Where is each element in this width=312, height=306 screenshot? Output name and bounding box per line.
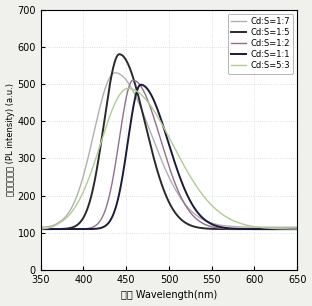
Cd:S=1:5 <box>118 52 121 56</box>
Cd:S=5:3 <box>263 226 266 230</box>
Cd:S=5:3 <box>39 227 42 231</box>
Cd:S=5:3 <box>295 227 299 231</box>
Cd:S=5:3 <box>126 87 130 90</box>
Cd:S=1:7 <box>137 102 141 106</box>
Cd:S=1:5 <box>137 97 141 101</box>
Cd:S=1:1 <box>295 227 299 231</box>
Cd:S=1:5 <box>68 226 72 230</box>
Cd:S=1:5 <box>83 212 87 216</box>
Cd:S=1:2 <box>290 227 294 231</box>
Cd:S=5:3 <box>68 212 72 216</box>
Cd:S=1:7 <box>68 209 72 212</box>
Cd:S=1:1 <box>290 227 294 231</box>
Cd:S=1:2 <box>295 227 299 231</box>
Cd:S=1:1 <box>137 84 141 88</box>
Cd:S=5:3 <box>137 91 141 95</box>
Cd:S=1:7 <box>39 225 42 229</box>
Cd:S=5:3 <box>149 103 152 107</box>
Cd:S=1:1 <box>39 227 42 231</box>
Cd:S=1:7 <box>149 130 152 133</box>
Legend: Cd:S=1:7, Cd:S=1:5, Cd:S=1:2, Cd:S=1:1, Cd:S=5:3: Cd:S=1:7, Cd:S=1:5, Cd:S=1:2, Cd:S=1:1, … <box>227 14 293 74</box>
X-axis label: 波长 Wavelength(nm): 波长 Wavelength(nm) <box>121 290 217 300</box>
Cd:S=1:2 <box>39 227 42 231</box>
Line: Cd:S=1:7: Cd:S=1:7 <box>41 73 297 227</box>
Line: Cd:S=1:2: Cd:S=1:2 <box>41 80 297 229</box>
Cd:S=1:7 <box>295 226 299 229</box>
Cd:S=1:2 <box>263 227 266 231</box>
Cd:S=1:1 <box>149 91 152 95</box>
Line: Cd:S=1:1: Cd:S=1:1 <box>41 85 297 229</box>
Y-axis label: 相对发射强度 (PL intensity) (a.u.): 相对发射强度 (PL intensity) (a.u.) <box>6 83 15 196</box>
Line: Cd:S=1:5: Cd:S=1:5 <box>41 54 297 229</box>
Cd:S=1:2 <box>83 227 87 231</box>
Cd:S=1:5 <box>39 227 42 231</box>
Cd:S=1:7 <box>263 226 266 229</box>
Cd:S=1:2 <box>131 78 135 82</box>
Cd:S=1:7 <box>290 226 294 229</box>
Cd:S=1:5 <box>263 227 266 231</box>
Cd:S=1:2 <box>137 82 141 86</box>
Cd:S=1:5 <box>295 227 299 231</box>
Cd:S=1:5 <box>290 227 294 231</box>
Cd:S=1:1 <box>139 83 143 87</box>
Line: Cd:S=5:3: Cd:S=5:3 <box>41 88 297 229</box>
Cd:S=1:5 <box>149 143 152 146</box>
Cd:S=5:3 <box>290 227 294 231</box>
Cd:S=5:3 <box>83 186 87 189</box>
Cd:S=1:1 <box>83 227 87 231</box>
Cd:S=1:7 <box>113 71 117 75</box>
Cd:S=1:7 <box>83 167 87 171</box>
Cd:S=1:2 <box>149 105 152 109</box>
Cd:S=1:1 <box>68 227 72 231</box>
Cd:S=1:2 <box>68 227 72 231</box>
Cd:S=1:1 <box>263 227 266 231</box>
